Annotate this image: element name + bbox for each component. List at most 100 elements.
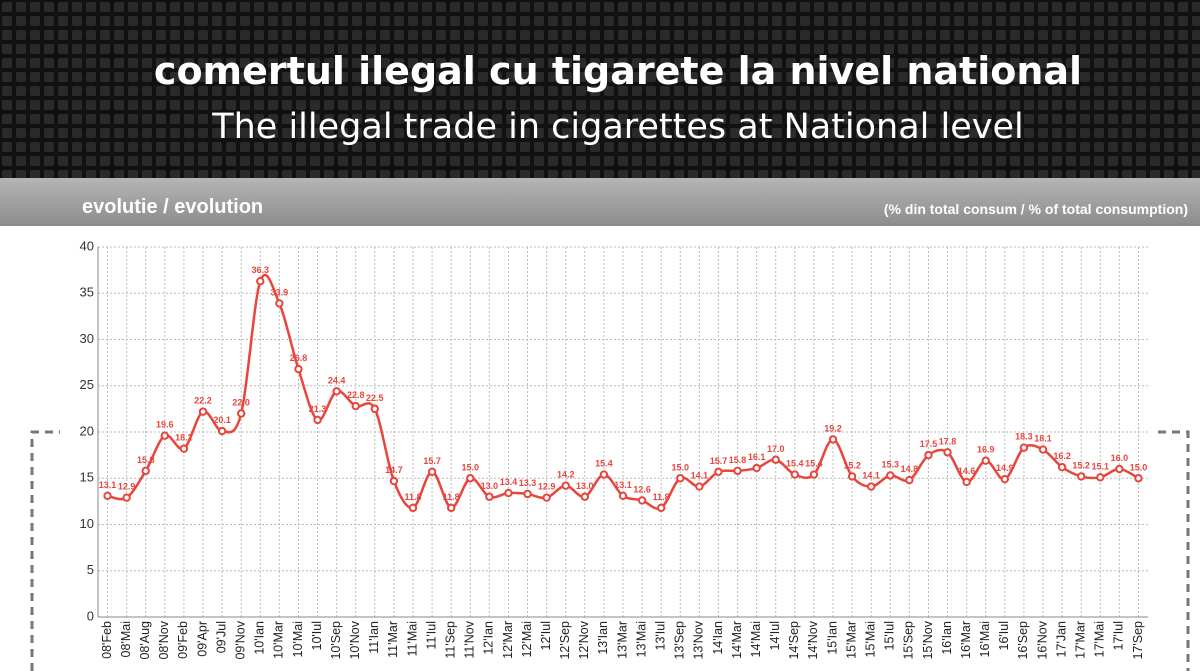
point (504, 488, 513, 498)
point (676, 474, 685, 483)
data-label: 13.1 (99, 480, 117, 490)
x-tick-label: 16'Mai (978, 621, 992, 657)
point (370, 404, 380, 414)
data-label: 14.1 (862, 471, 880, 481)
point (1134, 474, 1143, 483)
data-label: 13.1 (614, 480, 632, 490)
point (1057, 462, 1067, 472)
data-label: 11.8 (404, 492, 421, 502)
data-label: 14.9 (996, 463, 1014, 473)
point (771, 455, 780, 464)
header-background (0, 0, 1200, 178)
y-tick-label: 10 (80, 516, 94, 531)
data-label: 17.8 (939, 436, 957, 446)
x-tick-label: 14'Mar (730, 621, 744, 659)
x-tick-label: 16'Sep (1016, 621, 1030, 660)
point (943, 448, 952, 457)
point (828, 435, 838, 444)
data-label: 15.4 (595, 459, 613, 469)
point (141, 466, 150, 476)
data-label: 22.0 (232, 398, 250, 408)
x-tick-label: 10'Mar (272, 621, 286, 659)
x-tick-label: 08'Aug (138, 621, 152, 660)
data-label: 16.1 (748, 452, 766, 462)
title: comertul ilegal cu tigarete la nivel nat… (154, 49, 1082, 93)
x-tick-label: 11'Iul (424, 621, 438, 650)
data-label: 14.8 (901, 464, 919, 474)
x-tick-label: 09'Nov (233, 620, 247, 659)
data-label: 22.5 (366, 393, 384, 403)
x-tick-label: 10'Mai (291, 621, 305, 657)
data-label: 19.2 (824, 423, 842, 433)
x-tick-label: 17'Mai (1093, 621, 1107, 657)
point (905, 475, 914, 485)
x-tick-label: 17'Iul (1112, 621, 1126, 651)
x-tick-label: 09'Apr (195, 621, 209, 657)
point (809, 470, 819, 479)
data-label: 15.3 (882, 459, 900, 469)
point (332, 387, 341, 396)
data-label: 15.0 (462, 462, 480, 472)
x-tick-label: 13'Mar (615, 621, 629, 659)
x-tick-label: 17'Sep (1131, 621, 1145, 660)
x-tick-label: 11'Ian (367, 621, 381, 654)
data-label: 15.8 (729, 455, 747, 465)
point (1000, 474, 1010, 484)
x-tick-label: 13'Ian (596, 621, 610, 655)
y-tick-label: 15 (80, 470, 94, 485)
point (561, 481, 570, 490)
y-tick-label: 30 (80, 331, 94, 346)
point (1019, 443, 1029, 452)
y-tick-label: 0 (87, 608, 94, 623)
data-label: 18.1 (1034, 434, 1052, 444)
data-label: 15.4 (805, 459, 823, 469)
plot: 0 5 10 15 20 25 30 35 40 08'Feb 08'Mai 08'Aug 08'Nov… (80, 238, 1148, 660)
data-label: 14.7 (385, 465, 403, 475)
point (427, 467, 437, 476)
x-tick-label: 10'Iul (310, 621, 324, 651)
data-label: 17.5 (920, 439, 938, 449)
point (847, 472, 857, 481)
x-tick-label: 15'Sep (902, 621, 916, 660)
x-tick-label: 13'Sep (673, 621, 687, 660)
point (752, 463, 761, 473)
x-tick-label: 11'Nov (463, 620, 477, 658)
y-tick-label: 5 (87, 562, 94, 577)
x-tick-label: 09'Jul (214, 621, 228, 653)
subtitle: The illegal trade in cigarettes at Natio… (211, 107, 1024, 147)
point (714, 467, 723, 476)
data-label: 14.6 (958, 466, 976, 476)
x-tick-label: 11'Mai (405, 621, 419, 657)
data-label: 15.2 (843, 460, 861, 470)
data-label: 14.2 (557, 470, 575, 480)
point (1096, 473, 1105, 482)
x-tick-label: 12'Sep (558, 621, 572, 660)
point (618, 491, 628, 501)
data-label: 15.8 (137, 455, 155, 465)
data-label: 15.1 (1092, 461, 1110, 471)
x-tick-label: 08'Feb (100, 621, 114, 659)
point (313, 415, 322, 425)
data-label: 15.7 (423, 456, 441, 466)
data-label: 11.8 (653, 492, 670, 502)
point (1076, 472, 1086, 481)
point (236, 409, 246, 418)
point (294, 364, 303, 374)
data-label: 33.9 (271, 287, 289, 297)
data-label: 24.4 (328, 375, 346, 385)
x-tick-label: 12'Mar (501, 621, 515, 659)
data-label: 13.4 (500, 477, 518, 487)
point (542, 493, 551, 502)
point (275, 299, 284, 308)
x-tick-label: 14'Nov (806, 620, 820, 659)
point (351, 401, 360, 411)
x-tick-label: 09'Feb (176, 621, 190, 659)
point (466, 474, 475, 483)
point (103, 491, 112, 501)
x-tick-label: 10'Sep (329, 621, 343, 660)
point (198, 407, 208, 416)
y-tick-label: 40 (80, 238, 94, 253)
data-label: 22.2 (194, 396, 212, 406)
x-tick-label: 15'Mar (844, 621, 858, 659)
